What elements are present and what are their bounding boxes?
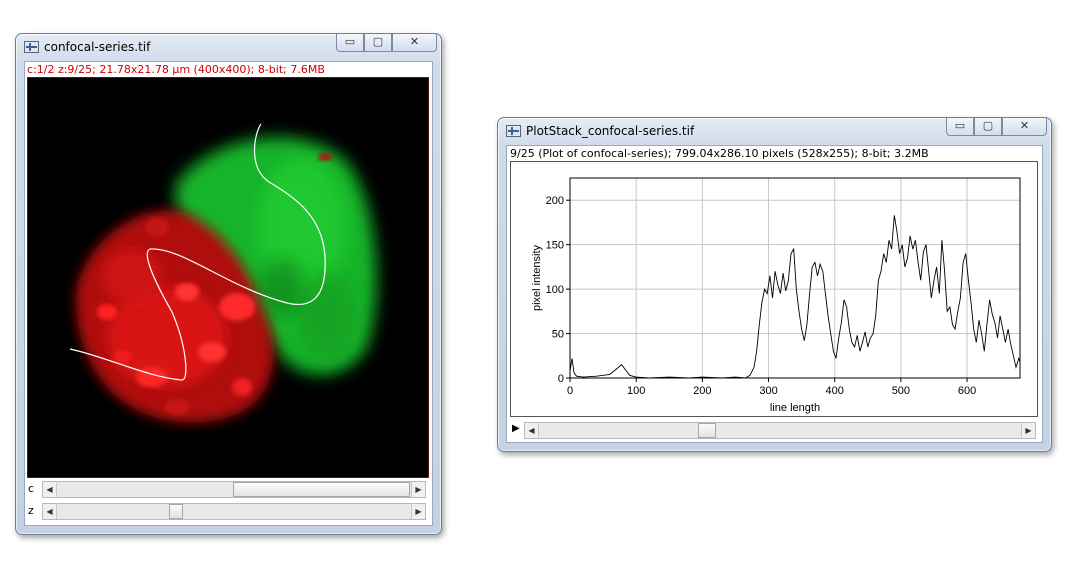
z-slider-label: z	[28, 504, 34, 517]
minimize-icon: ▭	[344, 35, 356, 48]
x-tick-label: 400	[826, 385, 844, 397]
close-button[interactable]: ✕	[1002, 118, 1047, 136]
image-window: confocal-series.tif ▭ ▢ ✕ c:1/2 z:9/25; …	[15, 33, 442, 535]
line-selection[interactable]	[69, 123, 326, 381]
close-icon: ✕	[409, 35, 420, 48]
close-icon: ✕	[1019, 119, 1030, 132]
minimize-button[interactable]: ▭	[946, 118, 974, 136]
channel-slider-row: c ◀ ▶	[27, 481, 429, 498]
image-canvas[interactable]	[27, 77, 429, 478]
plot-slider-row: ▶ ◀ ▶	[510, 422, 1038, 439]
x-tick-label: 300	[759, 385, 777, 397]
minimize-button[interactable]: ▭	[336, 34, 364, 52]
plot-window: PlotStack_confocal-series.tif ▭ ▢ ✕ 9/25…	[497, 117, 1052, 452]
y-tick-label: 150	[546, 240, 564, 252]
y-tick-label: 0	[558, 373, 564, 385]
maximize-button[interactable]: ▢	[364, 34, 392, 52]
plot-info-text: 9/25 (Plot of confocal-series); 799.04x2…	[510, 147, 929, 160]
close-button[interactable]: ✕	[392, 34, 437, 52]
z-slider-row: z ◀ ▶	[27, 503, 429, 520]
x-tick-label: 100	[627, 385, 645, 397]
x-axis-label: line length	[770, 402, 820, 414]
imagej-app-icon	[506, 125, 521, 137]
y-tick-label: 200	[546, 195, 564, 207]
plot-scrollbar[interactable]: ◀ ▶	[524, 422, 1036, 439]
channel-scrollbar[interactable]: ◀ ▶	[42, 481, 426, 498]
x-tick-label: 0	[567, 385, 573, 397]
image-window-title: confocal-series.tif	[44, 40, 151, 54]
plot-canvas: 0 100 200 300 400 500 600 0 50 100 150 200 line len…	[510, 161, 1038, 417]
x-tick-label: 500	[892, 385, 910, 397]
maximize-icon: ▢	[982, 119, 994, 132]
channel-slider-label: c	[28, 482, 35, 495]
green-channel	[175, 137, 377, 375]
scroll-right-arrow-icon[interactable]: ▶	[411, 482, 425, 497]
plot-window-titlebar[interactable]: PlotStack_confocal-series.tif ▭ ▢ ✕	[498, 118, 1051, 144]
scroll-right-arrow-icon[interactable]: ▶	[411, 504, 425, 519]
z-scrollbar-thumb[interactable]	[169, 504, 183, 519]
x-tick-label: 200	[693, 385, 711, 397]
y-tick-label: 50	[552, 329, 564, 341]
scroll-left-arrow-icon[interactable]: ◀	[43, 504, 57, 519]
plot-window-client: 9/25 (Plot of confocal-series); 799.04x2…	[506, 145, 1043, 443]
y-tick-label: 100	[546, 284, 564, 296]
intensity-profile-line	[569, 215, 1021, 379]
z-scrollbar[interactable]: ◀ ▶	[42, 503, 426, 520]
plot-scrollbar-thumb[interactable]	[698, 423, 716, 438]
scroll-left-arrow-icon[interactable]: ◀	[43, 482, 57, 497]
maximize-icon: ▢	[372, 35, 384, 48]
x-tick-label: 600	[958, 385, 976, 397]
red-channel	[76, 210, 274, 423]
image-window-client: c:1/2 z:9/25; 21.78x21.78 µm (400x400); …	[24, 61, 433, 526]
plot-window-title: PlotStack_confocal-series.tif	[526, 124, 695, 138]
channel-scrollbar-thumb[interactable]	[233, 482, 410, 497]
y-axis-label: pixel intensity	[531, 244, 543, 311]
imagej-app-icon	[24, 41, 39, 53]
scroll-right-arrow-icon[interactable]: ▶	[1021, 423, 1035, 438]
image-window-titlebar[interactable]: confocal-series.tif ▭ ▢ ✕	[16, 34, 441, 60]
play-icon[interactable]: ▶	[512, 423, 520, 434]
scroll-left-arrow-icon[interactable]: ◀	[525, 423, 539, 438]
plot-area-border	[569, 177, 1021, 379]
image-info-text: c:1/2 z:9/25; 21.78x21.78 µm (400x400); …	[27, 63, 325, 76]
maximize-button[interactable]: ▢	[974, 118, 1002, 136]
minimize-icon: ▭	[954, 119, 966, 132]
